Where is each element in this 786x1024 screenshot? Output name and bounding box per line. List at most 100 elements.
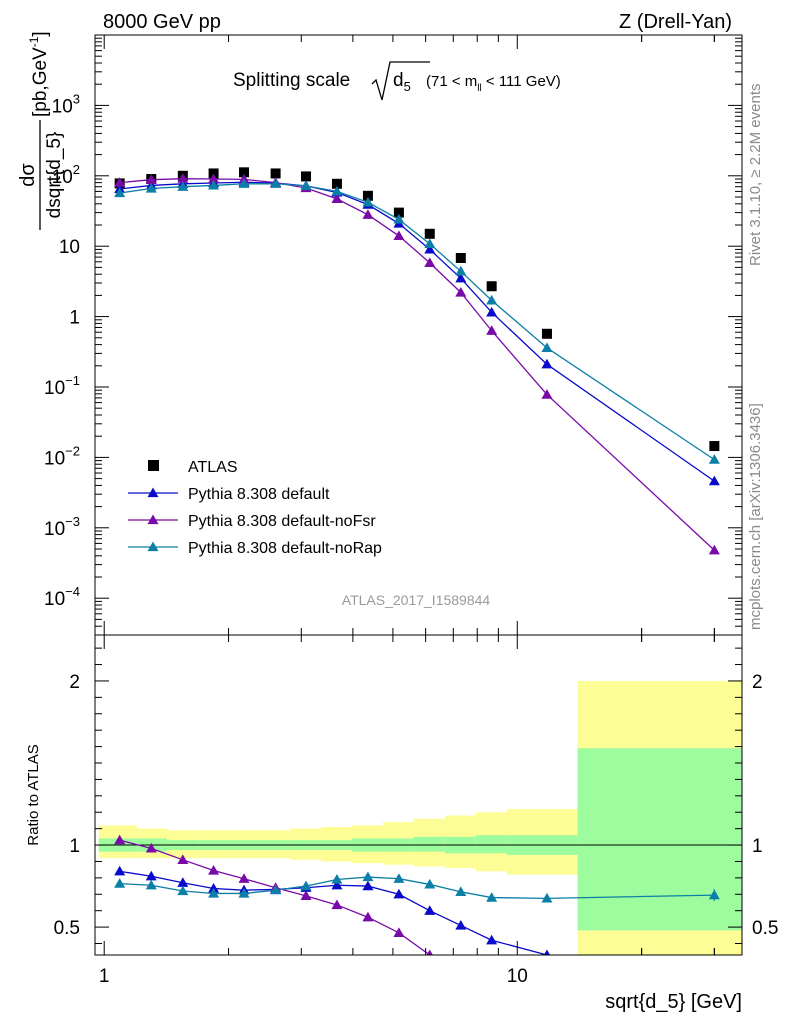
pythia-8-308-default-line — [119, 181, 715, 482]
atlas-data-point — [541, 328, 552, 339]
pythia-8-308-default-norap-ratio-point — [145, 879, 157, 890]
pythia-8-308-default-norap-point — [424, 238, 436, 248]
pythia-8-308-default-nofsr-point — [177, 173, 189, 183]
main-axis-ticks: 10−4 10−3 10−2 10−1 1 10 102 103 — [44, 34, 742, 636]
atlas-data-point — [301, 171, 312, 182]
atlas-data-point — [331, 178, 342, 189]
ratio-axis-ticks: 0.5 0.5 1 1 2 2 1 10 — [54, 635, 778, 987]
pythia-8-308-default-nofsr-point — [393, 230, 405, 241]
legend-label: Pythia 8.308 default-noFsr — [188, 513, 376, 530]
main-y-axis-label: dσ dsqrt{d_5} [pb,GeV-1] — [17, 31, 65, 230]
pythia-8-308-default-norap-point — [486, 294, 498, 305]
plot-title: Splitting scale — [233, 70, 350, 91]
pythia-8-308-default-nofsr-ratio-point — [426, 949, 433, 955]
ratio-y-axis-label: Ratio to ATLAS — [25, 744, 42, 845]
pythia-8-308-default-ratio-point — [486, 934, 498, 945]
pythia-8-308-default-norap-point — [238, 178, 250, 188]
ratio-y-tick-label: 2 — [69, 672, 80, 693]
legend-entry: Pythia 8.308 default — [128, 486, 330, 503]
legend-marker-triangle — [147, 514, 159, 525]
pythia-8-308-default-nofsr-point — [541, 389, 553, 399]
legend-entry: Pythia 8.308 default-noFsr — [128, 513, 376, 530]
pythia-8-308-default-ratio-point — [331, 879, 343, 890]
pythia-8-308-default-ratio-point — [145, 870, 157, 881]
pythia-8-308-default-norap-ratio-point — [331, 874, 343, 884]
pythia-8-308-default-ratio-line — [119, 870, 548, 955]
pythia-8-308-default-norap-point — [114, 187, 126, 198]
main-panel: 10−4 10−3 10−2 10−1 1 10 102 103 — [44, 34, 743, 636]
legend-label: Pythia 8.308 default-noRap — [188, 540, 382, 557]
pythia-8-308-default-ratio-point — [424, 905, 436, 915]
y-tick-label: 10−1 — [44, 373, 80, 399]
atlas-data-point — [709, 441, 720, 452]
pythia-8-308-default-norap-ratio-point — [208, 887, 220, 898]
pythia-8-308-default-ratio-point — [114, 865, 126, 876]
pythia-8-308-default-norap-point — [708, 454, 720, 464]
legend-entry: Pythia 8.308 default-noRap — [128, 540, 382, 557]
pythia-8-308-default-nofsr-point — [708, 544, 720, 555]
pythia-8-308-default-norap-point — [455, 265, 467, 276]
pythia-8-308-default-point — [708, 475, 720, 486]
ratio-y-tick-label: 1 — [69, 836, 80, 857]
pythia-8-308-default-nofsr-ratio-point — [393, 927, 405, 937]
pythia-8-308-default-norap-point — [300, 180, 312, 190]
sqrt-sign — [371, 61, 430, 101]
atlas-data-point — [239, 167, 250, 178]
x-tick-label: 10 — [507, 966, 528, 987]
pythia-8-308-default-nofsr-ratio-point — [300, 890, 312, 901]
y-tick-label: 102 — [52, 162, 80, 188]
pythia-8-308-default-norap-ratio-point — [300, 880, 312, 891]
pythia-8-308-default-nofsr-point — [486, 325, 498, 335]
plot-title-mass-range: (71 < mll < 111 GeV) — [426, 73, 561, 94]
pythia-8-308-default-point — [486, 306, 498, 317]
pythia-8-308-default-norap-point — [270, 178, 282, 188]
collision-energy-label: 8000 GeV pp — [103, 11, 221, 33]
ratio-y-tick-label: 0.5 — [54, 918, 80, 939]
pythia-8-308-default-nofsr-ratio-point — [362, 911, 374, 922]
ratio-y-tick-label-right: 2 — [752, 672, 763, 693]
pythia-8-308-default-ratio-point — [177, 877, 189, 887]
ratio-band-inner — [577, 748, 742, 931]
legend-label: ATLAS — [188, 459, 238, 476]
ratio-band-inner — [475, 835, 507, 854]
ylabel-numerator: dσ — [17, 163, 39, 187]
pythia-8-308-default-norap-point — [331, 185, 343, 196]
process-label: Z (Drell-Yan) — [619, 11, 732, 33]
legend-marker-square — [148, 460, 159, 471]
ratio-uncertainty-bands — [95, 680, 742, 955]
ratio-plot-marks — [114, 834, 720, 955]
y-tick-label: 10−4 — [44, 584, 80, 610]
atlas-data-point — [362, 190, 373, 201]
ylabel-units: [pb,GeV-1] — [27, 31, 51, 117]
pythia-8-308-default-ratio-point — [455, 919, 467, 930]
pythia-8-308-default-norap-point — [177, 181, 189, 191]
legend-label: Pythia 8.308 default — [188, 486, 330, 503]
ratio-y-tick-label-right: 1 — [752, 836, 763, 857]
plot-title-main: Splitting scale — [233, 70, 350, 91]
pythia-8-308-default-norap-point — [393, 213, 405, 224]
legend-marker-triangle — [147, 487, 159, 498]
pythia-8-308-default-norap-point — [208, 179, 220, 190]
y-tick-label: 10 — [59, 237, 80, 258]
pythia-8-308-default-norap-ratio-point — [393, 873, 405, 883]
pythia-8-308-default-ratio-point — [393, 888, 405, 899]
pythia-8-308-default-norap-point — [362, 196, 374, 207]
pythia-8-308-default-nofsr-point — [208, 173, 220, 184]
pythia-8-308-default-norap-ratio-point — [541, 892, 553, 903]
pythia-8-308-default-nofsr-ratio-point — [238, 873, 250, 883]
main-plot-marks — [114, 167, 720, 555]
y-tick-label: 10−2 — [44, 443, 80, 469]
pythia-8-308-default-norap-ratio-point — [270, 884, 282, 895]
ratio-band-inner — [413, 836, 445, 852]
atlas-data-point — [270, 168, 281, 179]
legend: ATLAS Pythia 8.308 default Pythia 8.308 de… — [128, 459, 382, 557]
atlas-data-point — [393, 207, 404, 218]
pythia-8-308-default-nofsr-ratio-point — [331, 899, 343, 910]
ratio-y-tick-label-right: 0.5 — [752, 918, 778, 939]
pythia-8-308-default-norap-ratio-point — [177, 885, 189, 896]
mcplots-reference-label: mcplots.cern.ch [arXiv:1306.3436] — [747, 403, 764, 630]
pythia-8-308-default-nofsr-ratio-point — [208, 864, 220, 875]
y-tick-label: 10−3 — [44, 514, 80, 540]
pythia-8-308-default-nofsr-point — [362, 209, 374, 219]
pythia-8-308-default-norap-ratio-point — [362, 871, 374, 882]
